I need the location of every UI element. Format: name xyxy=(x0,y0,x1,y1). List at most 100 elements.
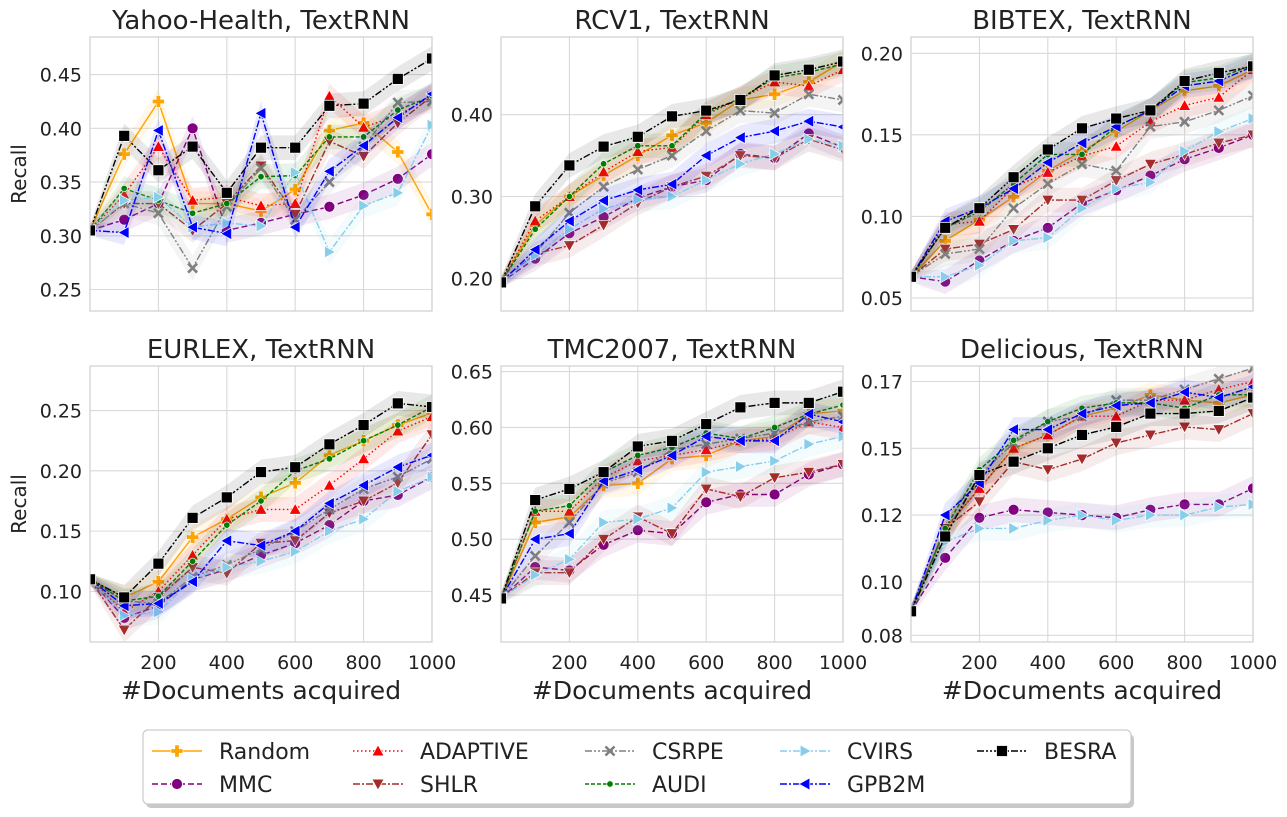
x-tick-label: 200 xyxy=(551,652,587,674)
y-tick-label: 0.55 xyxy=(451,473,493,495)
series-besra xyxy=(90,46,432,237)
data-point xyxy=(185,220,198,234)
data-point xyxy=(1006,182,1019,196)
data-point xyxy=(426,52,432,65)
confidence-band xyxy=(501,121,843,288)
y-tick-label: 0.20 xyxy=(40,461,82,483)
data-point xyxy=(1144,104,1157,117)
series-line xyxy=(90,95,432,232)
data-point xyxy=(802,114,814,128)
data-point xyxy=(288,476,302,490)
data-point xyxy=(1247,90,1253,102)
data-point xyxy=(152,207,164,219)
data-point xyxy=(802,79,816,92)
data-point xyxy=(255,162,267,174)
data-point xyxy=(735,157,748,171)
data-point xyxy=(1076,122,1088,135)
data-point xyxy=(733,434,746,448)
chart-title: Yahoo-Health, TextRNN xyxy=(111,6,410,36)
x-tick-label: 400 xyxy=(620,652,656,674)
data-point xyxy=(255,554,268,568)
x-tick-label: 400 xyxy=(209,652,245,674)
data-point xyxy=(735,459,748,474)
data-point xyxy=(837,139,843,153)
data-point xyxy=(531,225,539,233)
legend-item-besra: BESRA xyxy=(977,740,1116,765)
data-point xyxy=(1007,171,1020,184)
data-point xyxy=(151,123,164,138)
data-point xyxy=(596,474,609,488)
data-point xyxy=(117,624,131,637)
axes-frame xyxy=(500,365,844,643)
data-point xyxy=(700,104,713,117)
data-point xyxy=(501,276,507,289)
series-cvirs xyxy=(501,126,843,288)
y-tick-label: 0.17 xyxy=(861,371,903,393)
plot-area xyxy=(90,46,432,281)
x-tick-label: 600 xyxy=(277,652,313,674)
data-point xyxy=(734,401,747,414)
data-point xyxy=(665,177,678,191)
data-point xyxy=(597,534,611,546)
data-point xyxy=(1041,155,1053,170)
y-axis-label: Recall xyxy=(7,144,31,204)
legend-item-cvirs: CVIRS xyxy=(780,740,913,765)
data-point xyxy=(325,133,333,141)
axes-frame xyxy=(89,365,433,643)
legend-marker xyxy=(371,744,385,757)
data-point xyxy=(1006,422,1019,437)
data-point xyxy=(153,605,166,619)
chart-panel-6: 0.08 0.10 0.12 0.15 0.17 200 400 600 800 1000 Deli… xyxy=(861,335,1277,705)
series-line xyxy=(911,386,1253,612)
data-point xyxy=(1178,407,1191,420)
data-point xyxy=(837,410,843,422)
data-point xyxy=(118,591,131,604)
confidence-band xyxy=(90,46,432,236)
data-point xyxy=(288,524,301,538)
data-point xyxy=(771,423,779,431)
data-point xyxy=(357,151,371,163)
data-point xyxy=(768,69,781,82)
legend-marker xyxy=(799,744,812,758)
data-point xyxy=(426,470,432,484)
data-point xyxy=(803,132,816,146)
series-csrpe xyxy=(911,83,1253,283)
series-line xyxy=(90,415,432,613)
data-point xyxy=(597,466,610,479)
data-point xyxy=(632,512,645,526)
axes-frame xyxy=(89,36,433,312)
data-point xyxy=(186,140,199,153)
plot-area xyxy=(501,379,843,606)
data-point xyxy=(972,496,986,509)
data-point xyxy=(836,459,843,472)
data-point xyxy=(1144,407,1157,420)
data-point xyxy=(734,94,747,106)
y-tick-label: 0.40 xyxy=(40,118,82,140)
data-point xyxy=(358,199,371,213)
data-point xyxy=(597,165,611,178)
chart-panel-5: 0.45 0.50 0.55 0.60 0.65 200 400 600 800 1000 TMC2… xyxy=(451,335,867,705)
series-line xyxy=(501,93,843,283)
data-point xyxy=(528,243,541,257)
data-point xyxy=(1007,224,1021,237)
data-point xyxy=(563,483,576,495)
data-point xyxy=(598,181,610,193)
x-tick-label: 800 xyxy=(345,652,381,674)
data-point xyxy=(288,502,302,515)
legend-item-audi: AUDI xyxy=(585,773,707,798)
data-point xyxy=(734,105,746,117)
confidence-band xyxy=(90,442,432,619)
data-point xyxy=(1109,437,1123,450)
data-point xyxy=(254,198,268,211)
data-point xyxy=(425,409,432,422)
data-point xyxy=(529,550,541,562)
data-point xyxy=(769,147,782,161)
data-point xyxy=(1010,436,1018,444)
data-point xyxy=(837,55,843,68)
data-point xyxy=(392,186,405,200)
data-point xyxy=(529,494,542,506)
data-point xyxy=(1212,66,1225,79)
data-point xyxy=(700,125,712,137)
series-cvirs xyxy=(90,464,432,628)
data-point xyxy=(360,133,368,141)
